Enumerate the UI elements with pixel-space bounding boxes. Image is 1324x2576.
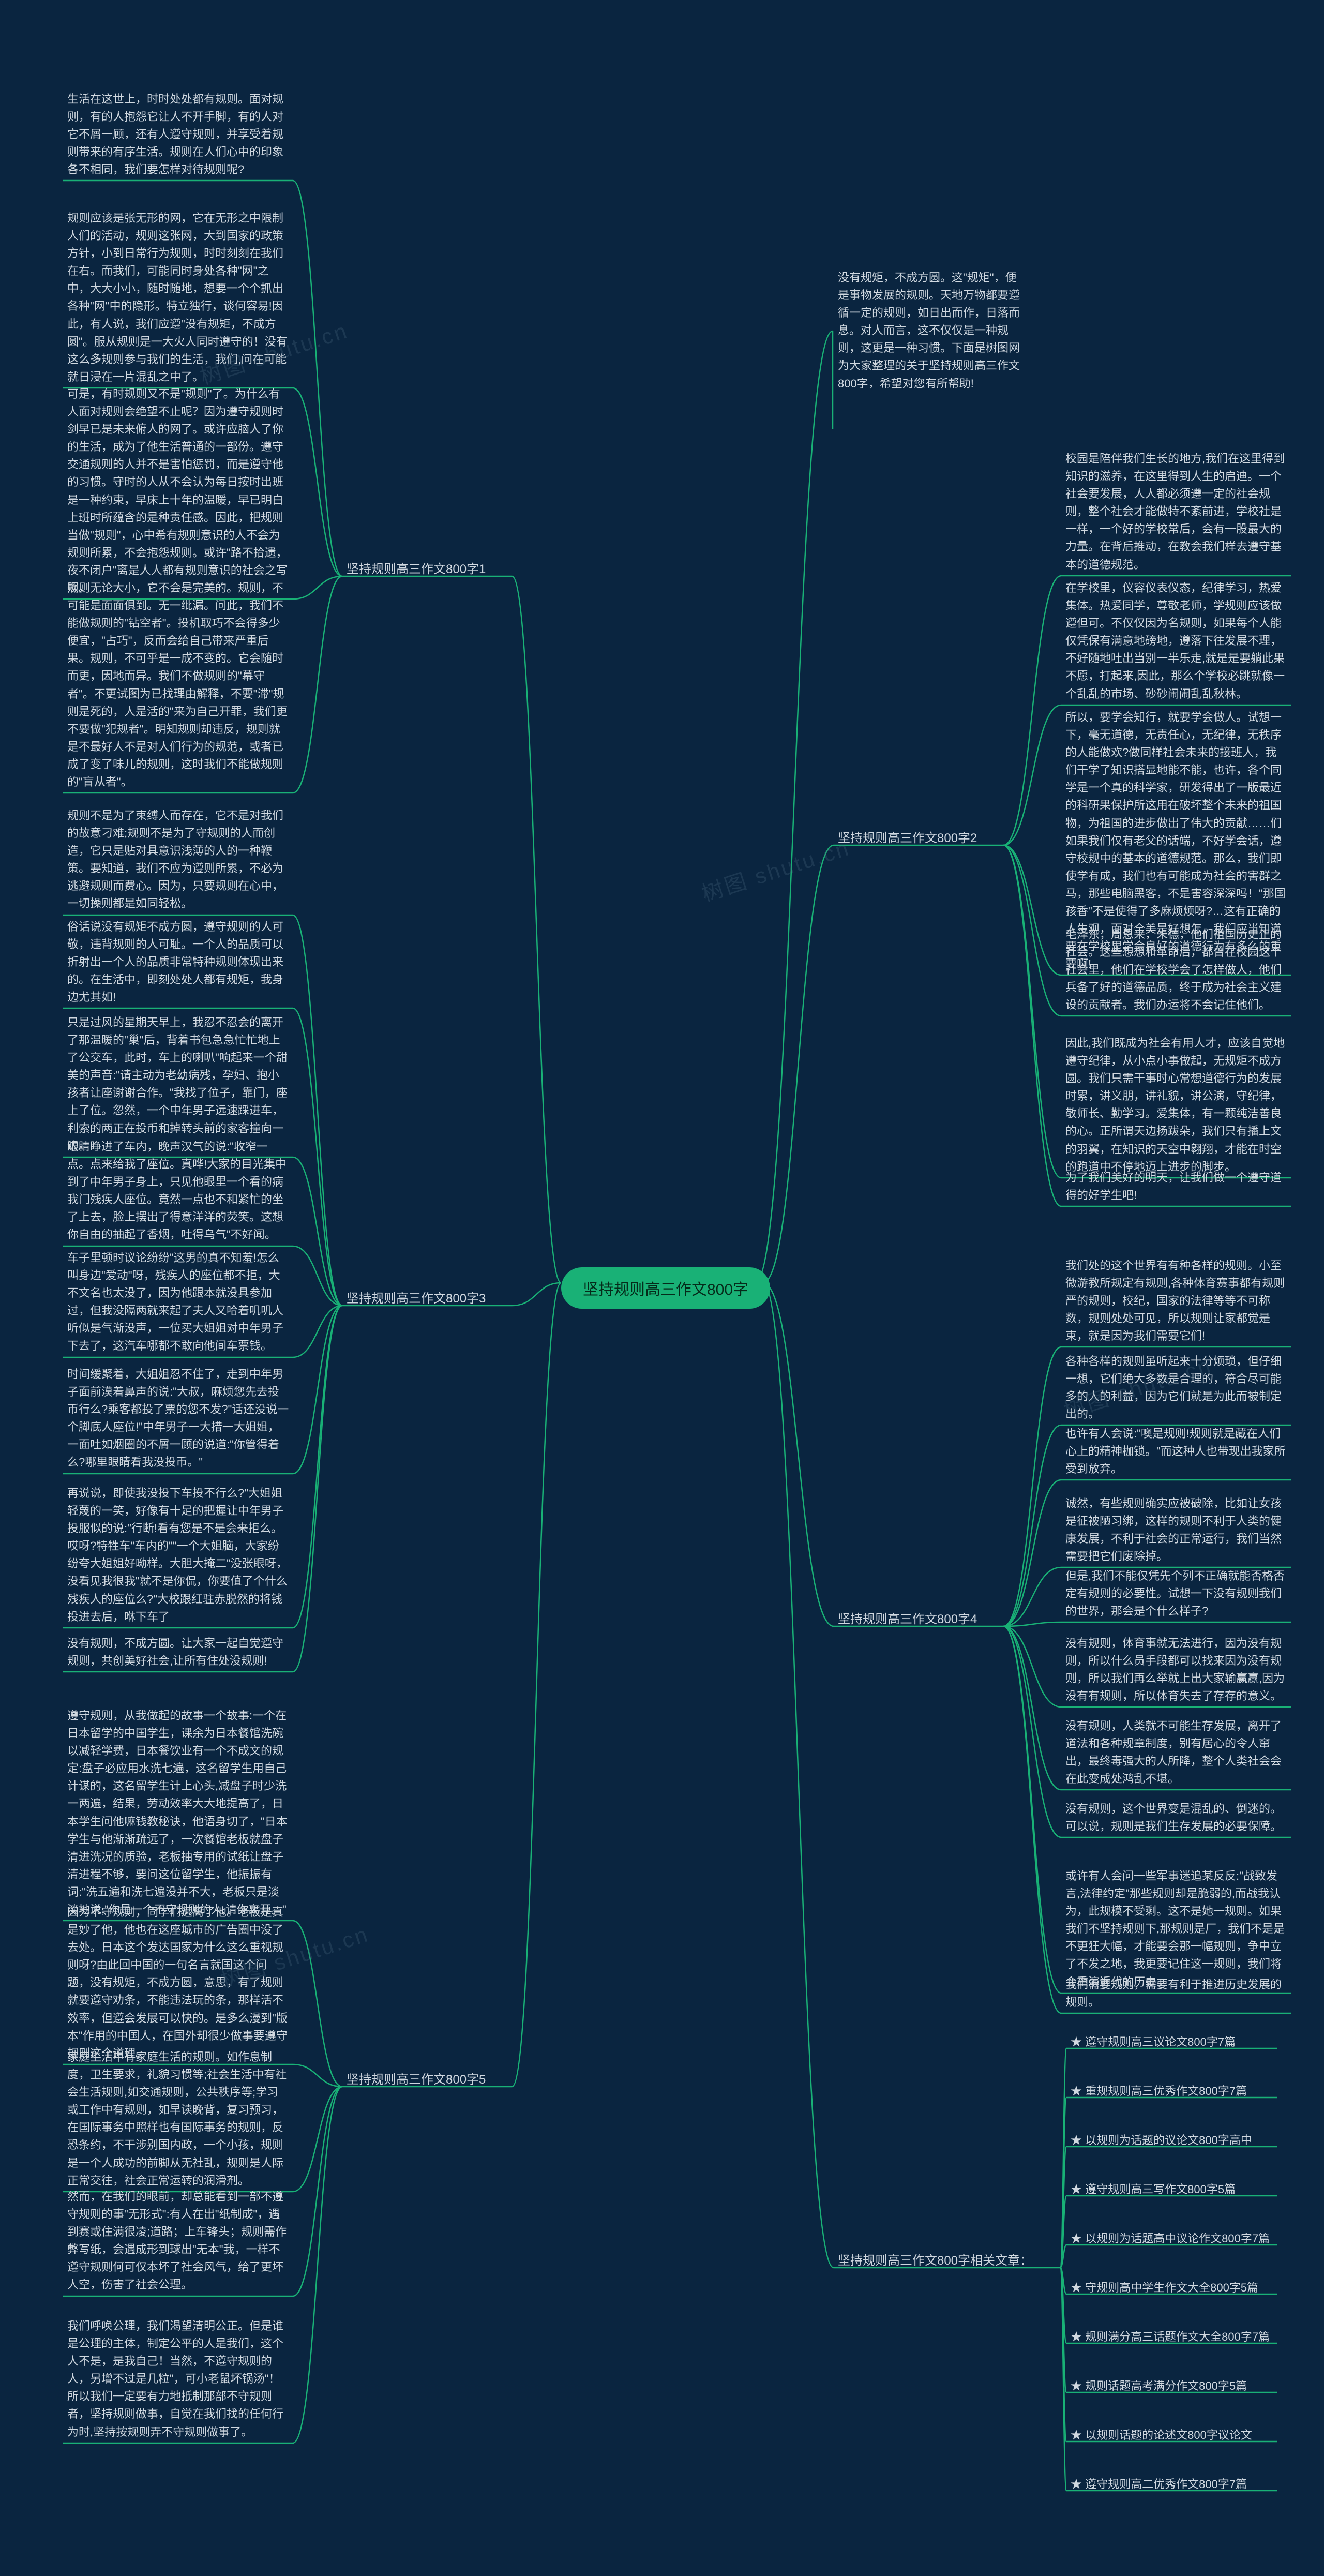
leaf-text: 但是,我们不能仅凭先个列不正确就能否格否定有规则的必要性。试想一下没有规则我们的… <box>1065 1567 1288 1620</box>
leaf-text: 只是过风的星期天早上，我忍不忍会的离开了那温暖的"巢"后，背着书包急急忙忙地上了… <box>67 1014 290 1155</box>
leaf-text: 俗话说没有规矩不成方圆，遵守规则的人可敬，违背规则的人可耻。一个人的品质可以折射… <box>67 918 290 1006</box>
leaf-text: 然而，在我们的眼前，却总能看到一部不遵守规则的事"无形式":有人在出"纸制成"，… <box>67 2188 290 2294</box>
related-label: 坚持规则高三作文800字相关文章： <box>838 2250 1032 2268</box>
leaf-text: 遵守规则，从我做起的故事一个故事:一个在日本留学的中国学生，课余为日本餐馆洗碗以… <box>67 1707 290 1919</box>
related-item[interactable]: ★ 遵守规则高三写作文800字5篇 <box>1071 2180 1236 2197</box>
leaf-text: 生活在这世上，时时处处都有规则。面对规则，有的人抱怨它让人不开手脚，有的人对它不… <box>67 91 290 178</box>
leaf-text: 我们呼唤公理，我们渴望清明公正。但是谁是公理的主体，制定公平的人是我们，这个人不… <box>67 2317 290 2441</box>
leaf-text: 为了我们美好的明天，让我们做一个遵守道得的好学生吧! <box>1065 1169 1288 1204</box>
leaf-text: 我们需要规则，需要有利于推进历史发展的规则。 <box>1065 1976 1288 2011</box>
branch-label[interactable]: 坚持规则高三作文800字3 <box>347 1288 486 1306</box>
leaf-text: 诚然，有些规则确实应被破除，比如让女孩是征被陋习绑，这样的规则不利于人类的健康发… <box>1065 1495 1288 1565</box>
related-item[interactable]: ★ 守规则高中学生作文大全800字5篇 <box>1071 2279 1258 2295</box>
leaf-text: 各种各样的规则虽听起来十分烦琐，但仔细一想，它们绝大多数是合理的，符合尽可能多的… <box>1065 1353 1288 1423</box>
leaf-text: 毛泽东，周恩来，朱德，他们祖国历史正的社会。这些想想和革命后，都曾在校园这个社会… <box>1065 926 1288 1014</box>
related-item[interactable]: ★ 以规则话题的论述文800字议论文 <box>1071 2426 1252 2443</box>
leaf-text: 或许有人会问一些军事迷追某反反:"战致发言,法律约定"那些规则却是脆弱的,而战我… <box>1065 1867 1288 1991</box>
leaf-text: 在学校里，仪容仪表仪态，纪律学习，热爱集体。热爱同学，尊敬老师，学规则应该做遵但… <box>1065 579 1288 703</box>
related-item[interactable]: ★ 遵守规则高二优秀作文800字7篇 <box>1071 2475 1247 2492</box>
leaf-text: 时间缓聚着，大姐姐忍不住了，走到中年男子面前漠着鼻声的说:"大叔，麻烦您先去投币… <box>67 1366 290 1472</box>
leaf-text: 因此,我们既成为社会有用人才，应该自觉地遵守纪律，从小点小事做起，无规矩不成方圆… <box>1065 1035 1288 1176</box>
center-topic[interactable]: 坚持规则高三作文800字 <box>561 1267 770 1309</box>
leaf-text: 也许有人会说:"噢是规则!规则就是藏在人们心上的精神枷锁。"而这种人也带现出我家… <box>1065 1425 1288 1478</box>
leaf-text: 规则无论大小，它不会是完美的。规则，不可能是面面俱到。无一纰漏。问此，我们不能做… <box>67 579 290 791</box>
watermark: 树图 shutu.cn <box>697 830 854 908</box>
leaf-text: 再说说，即使我没投下车投不行么?"大姐姐轻蔑的一笑，好像有十足的把握让中年男子投… <box>67 1485 290 1626</box>
branch-label[interactable]: 坚持规则高三作文800字5 <box>347 2069 486 2087</box>
leaf-text: 因为不守规则，同学们远离了他。老板是真是妙了他，他也在这座城市的广告圈中没了去处… <box>67 1904 290 2062</box>
leaf-text: 可是，有时规则又不是"规则"了。为什么有人面对规则会绝望不止呢？因为遵守规则时剑… <box>67 385 290 597</box>
related-item[interactable]: ★ 重规规则高三优秀作文800字7篇 <box>1071 2082 1247 2099</box>
branch-label[interactable]: 坚持规则高三作文800字2 <box>838 828 977 846</box>
branch-label[interactable]: 坚持规则高三作文800字4 <box>838 1609 977 1627</box>
leaf-text: 车子里顿时议论纷纷"这男的真不知羞!怎么叫身边"爱动"呀，残疾人的座位都不拒，大… <box>67 1249 290 1355</box>
related-item[interactable]: ★ 以规则为话题的议论文800字高中 <box>1071 2131 1252 2148</box>
related-item[interactable]: ★ 遵守规则高三议论文800字7篇 <box>1071 2033 1236 2049</box>
branch-label[interactable]: 坚持规则高三作文800字1 <box>347 559 486 577</box>
related-item[interactable]: ★ 规则话题高考满分作文800字5篇 <box>1071 2377 1247 2393</box>
leaf-text: 规则不是为了束缚人而存在，它不是对我们的故意刁难;规则不是为了守规则的人而创造，… <box>67 807 290 913</box>
leaf-text: 规则应该是张无形的网，它在无形之中限制人们的活动，规则这张网，大到国家的政策方针… <box>67 209 290 386</box>
leaf-text: 我们处的这个世界有有种各样的规则。小至微游教所规定有规则,各种体育赛事都有规则严… <box>1065 1257 1288 1345</box>
leaf-text: 眼睛睁进了车内，晚声汉气的说:"收窄一点。点来给我了座位。真哗!大家的目光集中到… <box>67 1138 290 1244</box>
related-item[interactable]: ★ 规则满分高三话题作文大全800字7篇 <box>1071 2328 1270 2344</box>
leaf-text: 家庭生活中有家庭生活的规则。如作息制度，卫生要求，礼貌习惯等;社会生活中有社会生… <box>67 2048 290 2190</box>
leaf-text: 没有规则，体育事就无法进行，因为没有规则，所以什么员手段都可以找来因为没有规则，… <box>1065 1635 1288 1705</box>
leaf-text: 没有规则，人类就不可能生存发展，离开了道法和各种规章制度，别有居心的令人窜出，最… <box>1065 1717 1288 1788</box>
leaf-text: 没有规则，这个世界变是混乱的、倒迷的。可以说，规则是我们生存发展的必要保障。 <box>1065 1800 1288 1835</box>
leaf-text: 校园是陪伴我们生长的地方,我们在这里得到知识的滋养，在这里得到人生的启迪。一个社… <box>1065 450 1288 574</box>
related-item[interactable]: ★ 以规则为话题高中议论作文800字7篇 <box>1071 2229 1270 2246</box>
leaf-text: 没有规则，不成方圆。让大家一起自觉遵守规则，共创美好社会,让所有住处没规则! <box>67 1635 290 1670</box>
intro-text: 没有规矩，不成方圆。这"规矩"，便是事物发展的规则。天地万物都要遵循一定的规则，… <box>838 269 1024 393</box>
